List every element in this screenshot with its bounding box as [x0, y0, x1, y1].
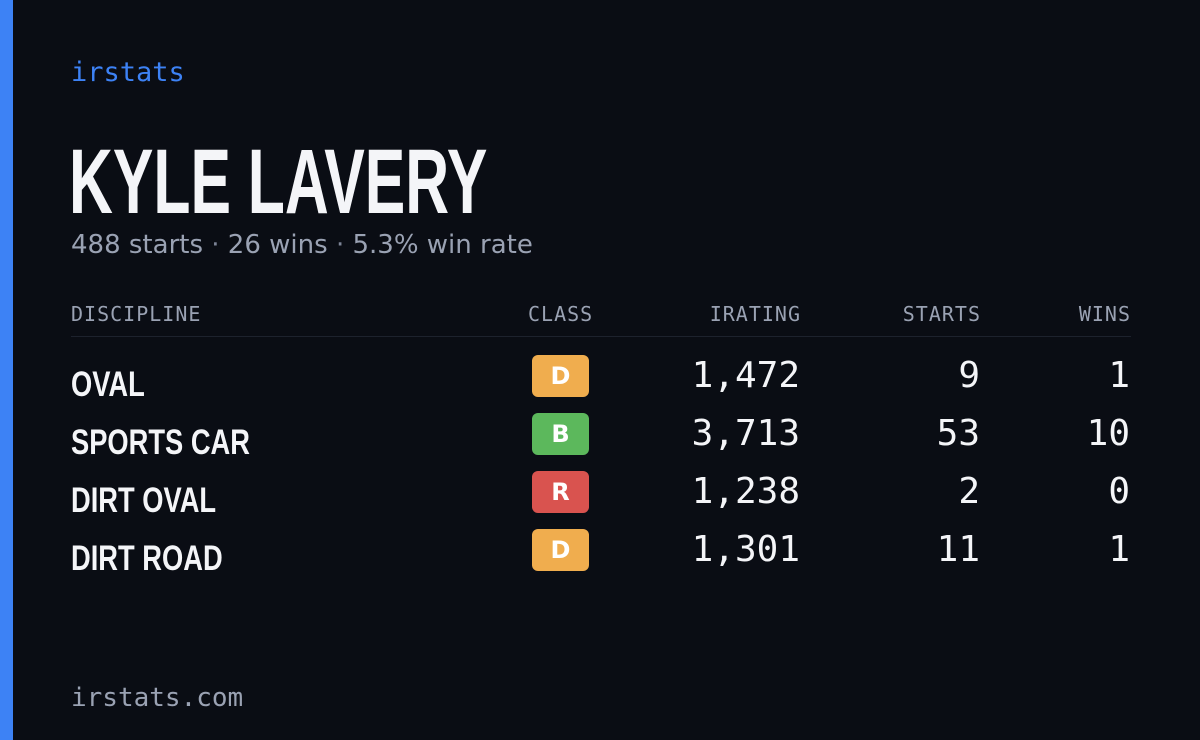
class-badge: D: [532, 355, 589, 397]
wins-value: 1: [1108, 355, 1130, 396]
wins-summary: 26 wins: [227, 230, 328, 260]
starts-value: 9: [958, 355, 980, 396]
header-starts: STARTS: [902, 302, 981, 326]
irating-value: 3,713: [691, 413, 800, 454]
driver-summary: 488 starts · 26 wins · 5.3% win rate: [71, 227, 533, 263]
starts-value: 53: [936, 413, 980, 454]
header-irating: IRATING: [709, 302, 801, 326]
discipline-name: OVAL: [71, 365, 145, 404]
separator: ·: [211, 230, 220, 260]
discipline-name: DIRT ROAD: [71, 539, 223, 578]
class-badge: B: [532, 413, 589, 455]
header-discipline: DISCIPLINE: [71, 302, 202, 326]
irating-value: 1,301: [691, 529, 800, 570]
brand-logo: irstats: [71, 57, 185, 88]
driver-name: KYLE LAVERY: [69, 131, 488, 233]
discipline-name: SPORTS CAR: [71, 423, 250, 462]
footer-url: irstats.com: [71, 683, 244, 713]
separator: ·: [335, 230, 345, 260]
starts-value: 2: [958, 471, 980, 512]
discipline-table: DISCIPLINE CLASS IRATING STARTS WINS OVA…: [71, 296, 1131, 585]
wins-value: 1: [1108, 529, 1130, 570]
table-row: DIRT ROAD D 1,301 11 1: [71, 527, 1131, 585]
table-header: DISCIPLINE CLASS IRATING STARTS WINS: [71, 296, 1131, 337]
table-row: DIRT OVAL R 1,238 2 0: [71, 469, 1131, 527]
table-row: OVAL D 1,472 9 1: [71, 353, 1131, 411]
table-row: SPORTS CAR B 3,713 53 10: [71, 411, 1131, 469]
accent-bar: [0, 0, 13, 740]
table-body: OVAL D 1,472 9 1 SPORTS CAR B 3,713 53 1…: [71, 353, 1131, 585]
starts-value: 11: [936, 529, 980, 570]
header-class: CLASS: [528, 302, 594, 326]
wins-value: 10: [1086, 413, 1130, 454]
class-badge: R: [532, 471, 589, 513]
irating-value: 1,472: [691, 355, 800, 396]
irating-value: 1,238: [691, 471, 800, 512]
wins-value: 0: [1108, 471, 1130, 512]
class-badge: D: [532, 529, 589, 571]
win-rate-summary: 5.3% win rate: [352, 230, 533, 260]
starts-summary: 488 starts: [71, 230, 203, 260]
discipline-name: DIRT OVAL: [71, 481, 217, 520]
header-wins: WINS: [1078, 302, 1131, 326]
